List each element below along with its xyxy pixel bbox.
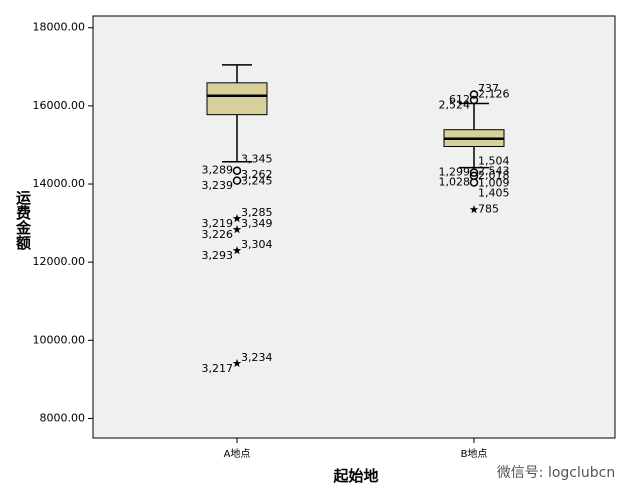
- outlier-label: 2,126: [478, 88, 510, 101]
- y-axis-title: 运费金额: [14, 190, 32, 251]
- watermark: 微信号: logclubcn: [497, 465, 615, 481]
- outlier-label: 1,009: [478, 177, 510, 190]
- y-tick-label: 12000.00: [33, 255, 86, 268]
- outlier-label: 3,217: [202, 362, 234, 375]
- outlier-label: 2,524: [439, 99, 471, 112]
- outlier-label: 3,226: [202, 228, 234, 241]
- x-tick-label: B地点: [461, 447, 488, 460]
- outlier-label: 3,219: [202, 217, 234, 230]
- outlier-circle: [232, 166, 242, 175]
- outlier-label: 1,028: [439, 175, 471, 188]
- outlier-circle: [469, 90, 479, 99]
- outlier-label: 3,239: [202, 179, 234, 192]
- outlier-circle: [469, 95, 479, 105]
- y-tick-label: 14000.00: [33, 177, 86, 190]
- plot-area: [92, 15, 616, 439]
- outlier-label: 1,299: [439, 166, 471, 179]
- outlier-label: 3,289: [202, 164, 234, 177]
- whisker-low: [222, 114, 252, 163]
- x-axis-title: 起始地: [332, 467, 378, 485]
- y-tick-label: 18000.00: [33, 21, 86, 34]
- outlier-label: 3,345: [241, 153, 273, 166]
- outlier-star: [469, 205, 479, 214]
- outlier-circle: [469, 178, 479, 187]
- outlier-label: 3,234: [241, 351, 273, 364]
- outlier-label: 2,018: [478, 169, 510, 182]
- box: [206, 82, 268, 116]
- whisker-high: [222, 64, 252, 83]
- outlier-label: 1,504: [478, 155, 510, 168]
- outlier-label: 3,262: [241, 168, 273, 181]
- outlier-circle: [232, 176, 242, 185]
- outlier-label: 737: [478, 82, 499, 95]
- outlier-star: [232, 214, 242, 223]
- y-tick-label: 16000.00: [33, 99, 86, 112]
- outlier-label: 1,405: [478, 186, 510, 199]
- y-tick-label: 8000.00: [40, 411, 86, 424]
- outlier-label: 785: [478, 203, 499, 216]
- outlier-label: 3,245: [241, 175, 273, 188]
- y-tick-label: 10000.00: [33, 333, 86, 346]
- whisker-low: [459, 146, 489, 169]
- outlier-star: [232, 225, 242, 234]
- x-tick-label: A地点: [224, 447, 251, 460]
- outlier-star: [232, 246, 242, 255]
- outlier-star: [232, 359, 242, 368]
- outlier-circle: [469, 168, 479, 177]
- outlier-label: 3,349: [241, 217, 273, 230]
- outlier-label: 3,304: [241, 238, 273, 251]
- outlier-label: 3,285: [241, 206, 273, 219]
- outlier-label: 612: [449, 93, 470, 106]
- outlier-label: 3,293: [202, 249, 234, 262]
- outlier-label: 2,543: [478, 164, 510, 177]
